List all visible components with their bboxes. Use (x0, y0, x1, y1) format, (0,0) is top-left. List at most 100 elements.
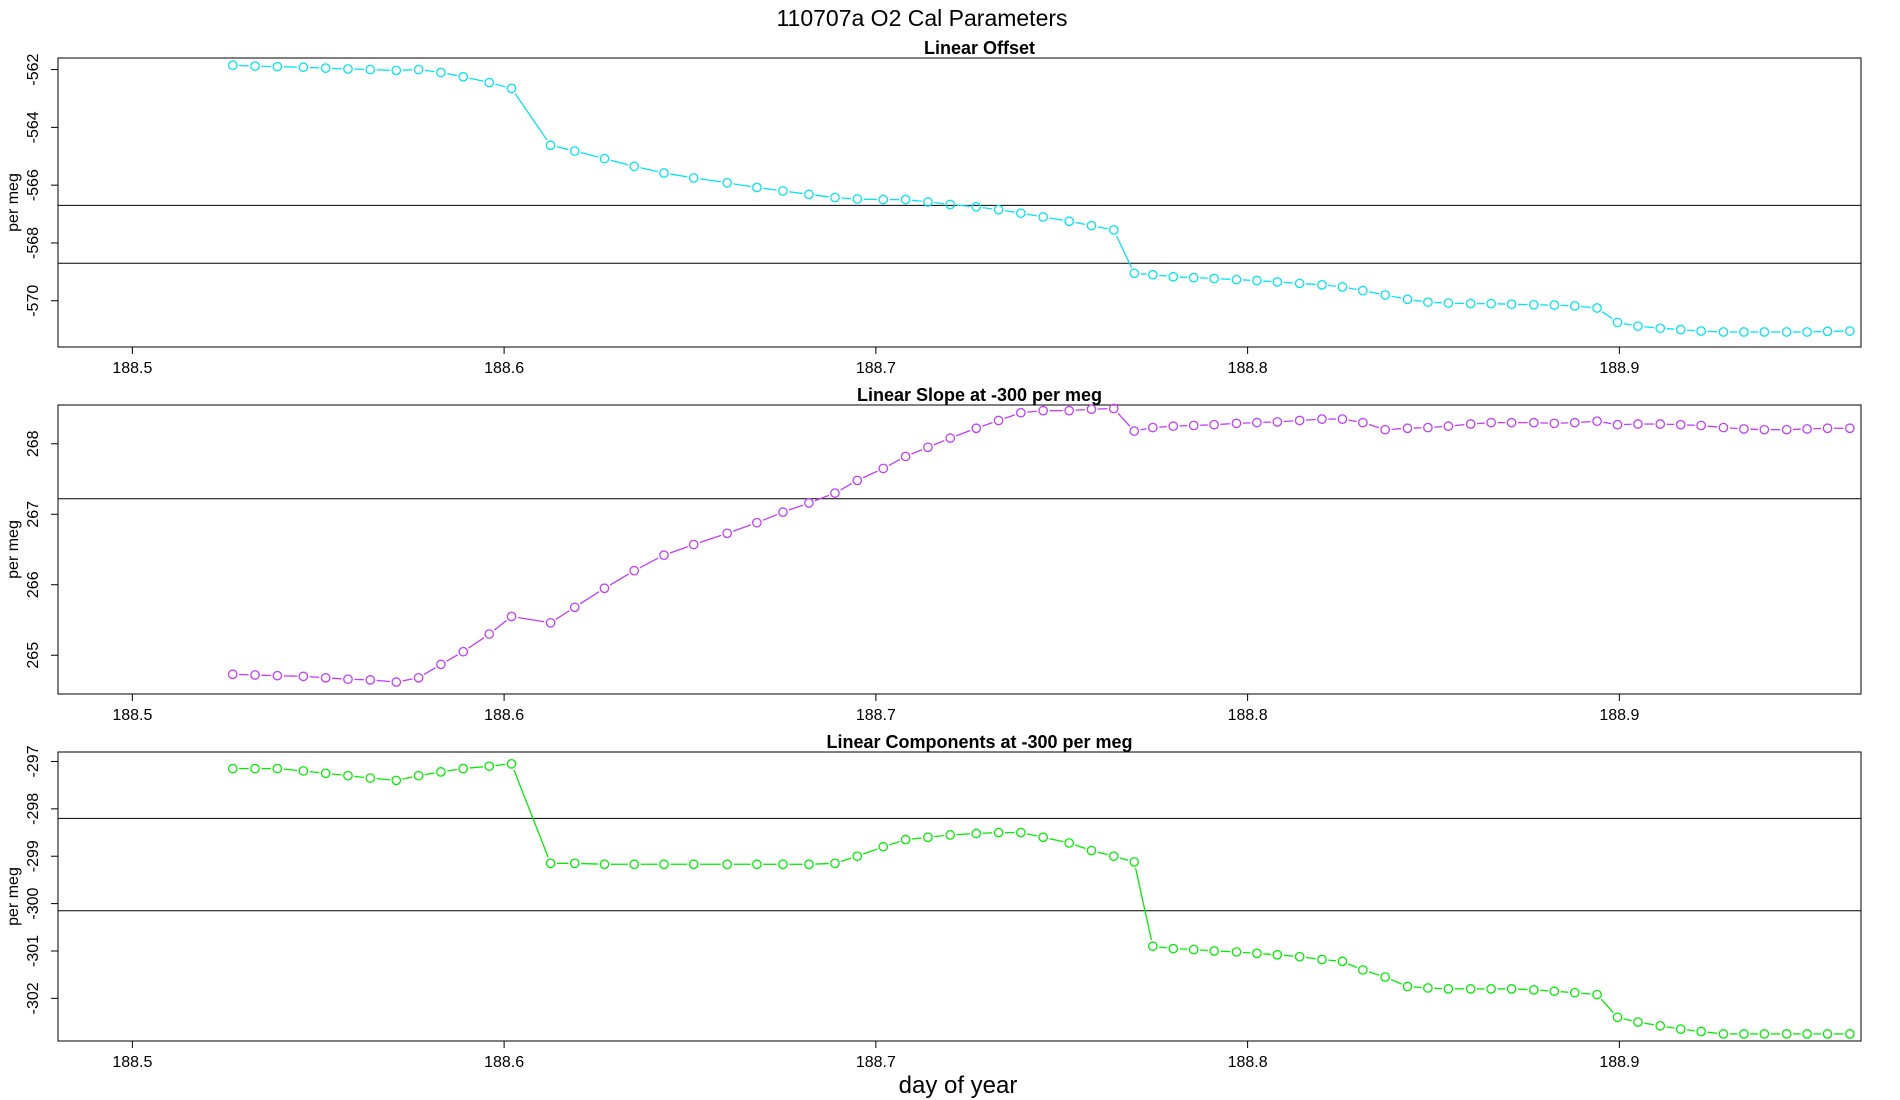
data-point (391, 65, 402, 76)
panel-title: Linear Offset (924, 38, 1035, 58)
data-point (722, 859, 733, 870)
data-point (1718, 1029, 1729, 1039)
data-point (852, 851, 863, 862)
plot-frame (57, 751, 1862, 1042)
series-segment (1159, 274, 1167, 277)
data-point (272, 670, 283, 681)
data-point (1655, 323, 1666, 334)
data-point (1086, 220, 1097, 231)
data-point (1675, 324, 1686, 335)
data-point (1252, 275, 1262, 286)
series-segment (609, 573, 630, 586)
data-point (830, 858, 840, 869)
data-point (1759, 327, 1770, 337)
data-point (900, 451, 911, 462)
series-segment (1027, 410, 1037, 413)
series-segment (699, 534, 722, 544)
series-segment (1026, 833, 1038, 837)
data-point (1294, 951, 1305, 962)
data-point (1549, 418, 1560, 429)
series-segment (1454, 423, 1465, 427)
series-segment (1623, 1018, 1632, 1022)
data-point (1423, 422, 1433, 433)
data-point (1015, 208, 1026, 219)
data-point (1844, 326, 1855, 336)
data-point (688, 173, 699, 183)
series-segment (1644, 326, 1654, 329)
data-point (1423, 297, 1433, 308)
y-tick-label: -298 (25, 793, 42, 825)
series-segment (639, 557, 659, 569)
data-point (971, 423, 982, 434)
series-segment (1004, 414, 1016, 420)
data-point (365, 675, 376, 685)
series-segment (934, 202, 944, 205)
data-point (298, 671, 309, 682)
data-point (752, 182, 762, 193)
series-segment (732, 524, 752, 532)
panel-2: Linear Slope at -300 per meg 188.5 188.6 18… (5, 385, 1862, 724)
series-segment (862, 470, 878, 479)
data-point (629, 859, 640, 870)
series-segment (1729, 427, 1738, 430)
data-point (1272, 949, 1283, 960)
series-segment (556, 146, 569, 151)
series-segment (1413, 986, 1422, 989)
x-axis-title: day of year (899, 1072, 1018, 1099)
data-point (545, 140, 556, 151)
data-point (1781, 424, 1792, 435)
data-point (343, 674, 353, 685)
series-segment (1283, 954, 1294, 957)
data-point (1358, 965, 1368, 975)
data-point (1592, 303, 1602, 313)
data-point (1655, 1020, 1666, 1031)
series-segment (911, 837, 922, 840)
series-segment (789, 191, 803, 195)
data-point (458, 71, 469, 82)
data-point (1465, 419, 1476, 429)
data-point (298, 62, 309, 73)
series-segment (424, 69, 435, 73)
series-segment (1623, 322, 1632, 326)
series-segment (1115, 235, 1133, 268)
x-tick-label: 188.8 (1228, 707, 1268, 724)
x-tick-label: 188.8 (1228, 1054, 1268, 1071)
data-point (250, 670, 260, 680)
data-point (752, 517, 762, 528)
series-segment (982, 421, 993, 427)
data-point (752, 859, 762, 870)
data-point (1168, 943, 1179, 954)
data-point (804, 189, 814, 200)
data-point (1612, 317, 1623, 328)
data-point (1038, 405, 1048, 416)
series-segment (982, 207, 993, 210)
data-point (1802, 327, 1812, 337)
series-segment (402, 678, 413, 682)
data-point (1252, 417, 1262, 428)
data-point (436, 767, 446, 777)
series-segment (1413, 299, 1422, 302)
data-point (900, 194, 911, 205)
data-point (365, 773, 376, 783)
data-point (1569, 417, 1580, 428)
data-point (1696, 420, 1706, 431)
series-segment (1305, 956, 1316, 960)
series-segment (423, 667, 436, 676)
data-point (272, 763, 283, 774)
data-point (1209, 946, 1220, 956)
series-segment (1707, 425, 1718, 428)
series-segment (1368, 971, 1380, 976)
series-segment (840, 857, 852, 863)
data-point (1465, 298, 1476, 309)
series-segment (1200, 949, 1208, 952)
series-segment (933, 439, 945, 446)
series-segment (934, 834, 944, 838)
x-tick-label: 188.6 (484, 360, 524, 377)
data-point (993, 415, 1004, 426)
data-point (1168, 421, 1179, 431)
data-point (722, 528, 733, 539)
data-point (436, 659, 446, 670)
series-segment (517, 616, 545, 623)
series-segment (283, 768, 298, 772)
data-point (1108, 225, 1119, 235)
